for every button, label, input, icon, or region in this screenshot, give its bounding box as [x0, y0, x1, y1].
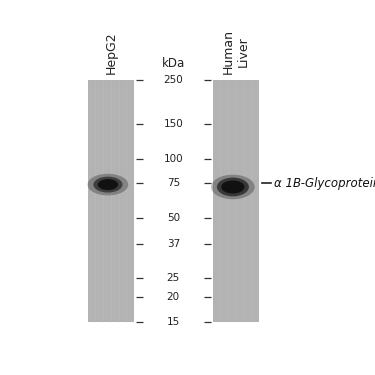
Text: α 1B-Glycoprotein: α 1B-Glycoprotein [273, 177, 375, 190]
Text: 37: 37 [166, 239, 180, 249]
Text: 150: 150 [164, 119, 183, 129]
Text: 75: 75 [166, 178, 180, 189]
Text: Human
Liver: Human Liver [222, 29, 250, 74]
Ellipse shape [217, 178, 249, 197]
Bar [213, 80, 259, 322]
Text: kDa: kDa [162, 57, 185, 70]
Text: 20: 20 [167, 292, 180, 302]
Ellipse shape [211, 175, 255, 199]
Ellipse shape [93, 177, 122, 192]
Text: 50: 50 [167, 213, 180, 223]
Text: 15: 15 [166, 317, 180, 327]
Ellipse shape [221, 180, 245, 194]
Ellipse shape [87, 174, 128, 195]
Ellipse shape [98, 179, 118, 190]
Text: 25: 25 [166, 273, 180, 283]
Text: 100: 100 [164, 154, 183, 164]
Text: 250: 250 [164, 75, 183, 85]
Text: HepG2: HepG2 [104, 31, 117, 74]
Bar [87, 80, 134, 322]
